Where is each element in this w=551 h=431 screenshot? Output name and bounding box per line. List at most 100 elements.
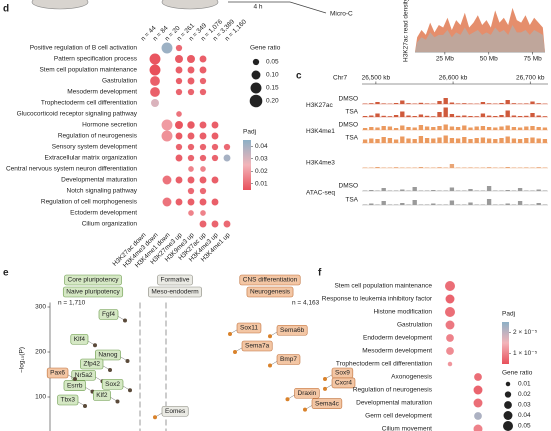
dot [445, 307, 455, 317]
signal [406, 138, 411, 143]
dot [211, 132, 219, 140]
signal [524, 204, 529, 205]
dot [473, 424, 483, 431]
size-legend-dot [504, 401, 512, 409]
gene-point [128, 388, 132, 393]
dot [199, 66, 207, 74]
size-legend-dot [505, 381, 511, 387]
dot [211, 220, 219, 228]
dot [199, 55, 207, 63]
row-label: Histone modification [373, 309, 432, 316]
dot [175, 44, 183, 52]
dot [162, 175, 172, 185]
area [415, 25, 545, 52]
signal [443, 135, 448, 143]
signal [530, 167, 535, 168]
signal [412, 187, 417, 191]
row-label: Notch signaling pathway [67, 188, 138, 195]
signal [443, 167, 448, 168]
gene-label-box [71, 369, 96, 381]
signal [468, 167, 473, 168]
signal [480, 190, 486, 191]
size-legend-label: 0.05 [518, 423, 531, 430]
count-label: n = 1,710 [58, 300, 86, 307]
signal [486, 186, 492, 191]
signal [530, 113, 535, 117]
signal [480, 204, 486, 205]
signal [412, 127, 417, 130]
dot [188, 210, 194, 216]
x-tick-label: 75 Mb [524, 56, 542, 63]
size-legend-label: 0.04 [518, 412, 531, 419]
signal [387, 126, 393, 130]
signal [437, 137, 442, 143]
signal [375, 113, 380, 117]
y-tick-label: 300 [35, 304, 46, 311]
dot [175, 77, 183, 85]
signal [412, 139, 417, 143]
legend-entry-box [62, 286, 124, 298]
signal [542, 190, 548, 191]
signal [369, 103, 374, 104]
signal [381, 188, 386, 191]
gene-label-box [70, 333, 89, 345]
signal [424, 167, 430, 168]
signal [493, 103, 498, 104]
gene-point [268, 363, 272, 368]
row-label: Sensory system development [52, 144, 137, 151]
gene-point [115, 399, 120, 404]
gene-label: Nanog [98, 352, 118, 359]
signal [449, 200, 455, 205]
signal [524, 138, 529, 143]
y-tick-label: 200 [35, 349, 46, 356]
signal [505, 167, 510, 168]
legend-entry-box [246, 286, 294, 298]
gene-point [83, 404, 87, 408]
row-label: Pattern specification process [54, 56, 138, 63]
dot [473, 385, 483, 395]
signal [375, 190, 380, 191]
signal [412, 103, 417, 104]
row-label: Regulation of cell morphogenesis [41, 199, 138, 206]
signal [437, 101, 442, 104]
signal [462, 103, 467, 104]
dot [199, 176, 207, 184]
signal [449, 126, 455, 130]
row-label: Axonogenesis [391, 374, 433, 381]
signal [362, 103, 368, 104]
signal [437, 112, 442, 117]
signal [443, 190, 448, 191]
color-tick-label: 0.04 [255, 143, 268, 150]
signal [530, 190, 535, 191]
signal [418, 136, 424, 143]
signal [462, 137, 467, 143]
signal [542, 167, 548, 168]
row-label: Cilium movement [382, 426, 432, 431]
signal [493, 116, 498, 117]
signal [449, 164, 455, 168]
gene-point [285, 397, 290, 402]
gene-label: Sema4c [315, 400, 340, 407]
signal [474, 190, 479, 191]
signal [381, 126, 386, 130]
gene-point [323, 377, 327, 381]
legend-entry: CNS differentiation [243, 277, 298, 284]
size-legend-dot [503, 411, 513, 420]
signal [418, 190, 424, 191]
signal [362, 190, 368, 191]
signal [412, 200, 417, 205]
chromosome-label: Chr7 [333, 75, 347, 82]
signal [505, 110, 510, 117]
gene-label-box [311, 398, 343, 409]
signal [418, 102, 424, 104]
dot [199, 220, 207, 228]
gene-point [323, 386, 327, 391]
signal [505, 136, 510, 143]
gene-label: Klf4 [74, 336, 86, 343]
panel-label: d [3, 4, 9, 15]
dot [199, 121, 207, 129]
signal [536, 138, 541, 143]
signal [517, 116, 523, 117]
dot [187, 77, 195, 85]
signal [474, 167, 479, 168]
